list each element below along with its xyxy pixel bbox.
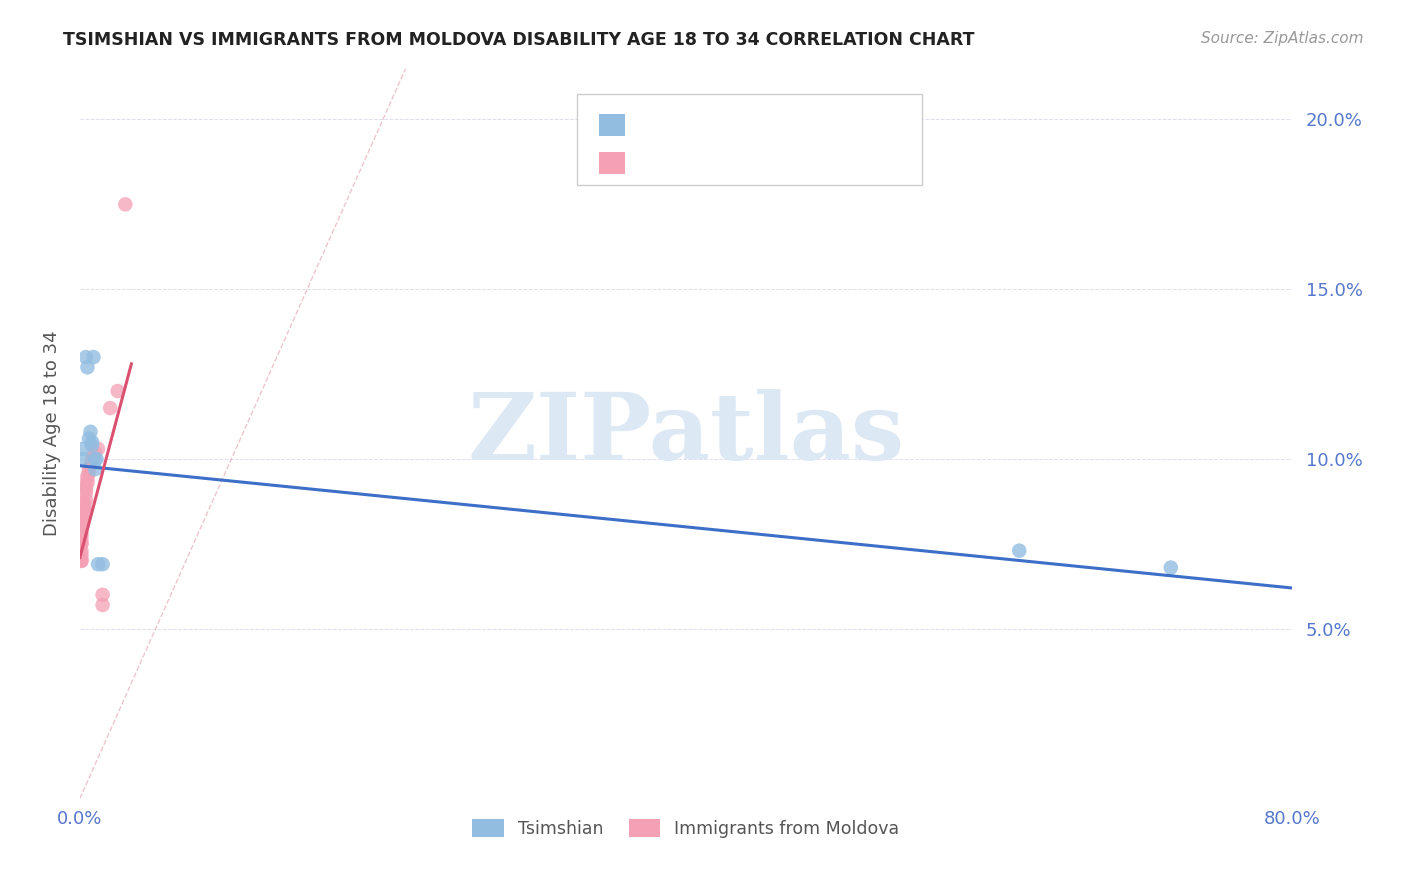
Point <box>87 442 110 456</box>
Point <box>1160 560 1182 574</box>
Text: ZIPatlas: ZIPatlas <box>467 389 904 478</box>
Point <box>69 554 91 568</box>
Text: TSIMSHIAN VS IMMIGRANTS FROM MOLDOVA DISABILITY AGE 18 TO 34 CORRELATION CHART: TSIMSHIAN VS IMMIGRANTS FROM MOLDOVA DIS… <box>63 31 974 49</box>
Point <box>70 543 93 558</box>
Point <box>72 516 94 531</box>
Point <box>70 550 93 565</box>
Text: R =: R = <box>640 116 681 134</box>
Text: 0.300: 0.300 <box>686 154 735 172</box>
Point <box>70 533 93 548</box>
Point <box>72 509 94 524</box>
Text: N =: N = <box>779 116 839 134</box>
Point <box>83 350 105 364</box>
Point <box>91 598 114 612</box>
Point <box>73 503 96 517</box>
Point <box>72 442 94 456</box>
Point <box>72 452 94 467</box>
Point <box>75 483 97 497</box>
Point <box>75 492 97 507</box>
Point <box>76 469 98 483</box>
Y-axis label: Disability Age 18 to 34: Disability Age 18 to 34 <box>44 331 60 536</box>
Text: -0.306: -0.306 <box>686 116 747 134</box>
Text: 38: 38 <box>838 154 858 172</box>
Point <box>80 438 103 452</box>
Point <box>75 350 97 364</box>
Point <box>73 496 96 510</box>
Point <box>91 588 114 602</box>
Point <box>72 503 94 517</box>
Point <box>83 449 105 463</box>
Point <box>76 472 98 486</box>
Point <box>70 530 93 544</box>
Point <box>98 401 121 415</box>
FancyBboxPatch shape <box>599 113 626 136</box>
Point <box>76 475 98 490</box>
Point <box>72 513 94 527</box>
FancyBboxPatch shape <box>599 153 626 174</box>
Point <box>80 452 103 467</box>
Point <box>70 554 93 568</box>
Point <box>70 526 93 541</box>
Text: R =: R = <box>640 154 690 172</box>
Point <box>70 547 93 561</box>
Text: 15: 15 <box>838 116 858 134</box>
Point <box>77 466 100 480</box>
Point <box>84 462 107 476</box>
Point <box>107 384 129 398</box>
Point <box>114 197 136 211</box>
Point <box>75 479 97 493</box>
Legend: Tsimshian, Immigrants from Moldova: Tsimshian, Immigrants from Moldova <box>465 812 907 845</box>
Point <box>77 432 100 446</box>
Text: Source: ZipAtlas.com: Source: ZipAtlas.com <box>1201 31 1364 46</box>
Point <box>70 554 93 568</box>
Point <box>1008 543 1031 558</box>
Point <box>87 558 110 572</box>
Point <box>76 360 98 375</box>
Text: N =: N = <box>779 154 839 172</box>
Point <box>75 486 97 500</box>
Point <box>84 445 107 459</box>
Point <box>84 452 107 467</box>
Point <box>86 452 108 467</box>
Point <box>79 458 101 473</box>
Point <box>91 558 114 572</box>
Point <box>70 537 93 551</box>
Point <box>79 425 101 439</box>
FancyBboxPatch shape <box>576 94 922 186</box>
Point <box>70 523 93 537</box>
Point <box>77 462 100 476</box>
Point <box>73 500 96 514</box>
Point <box>70 537 93 551</box>
Point <box>80 435 103 450</box>
